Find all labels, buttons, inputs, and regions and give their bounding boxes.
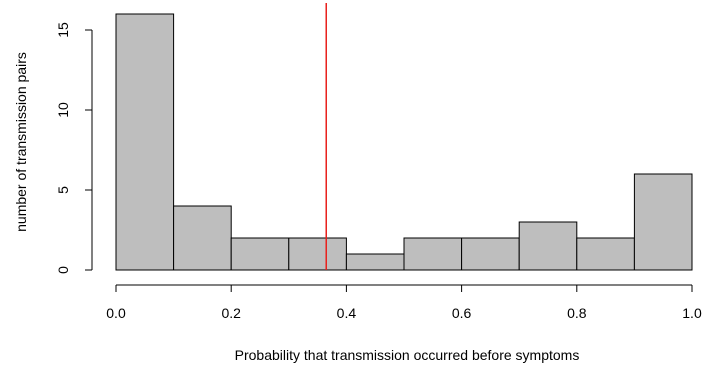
histogram-bar-0 [115,13,175,271]
y-tick-label-2: 10 [55,102,71,118]
histogram-bar-1 [173,205,232,271]
x-tick-label-3: 0.6 [452,305,472,321]
y-tick-label-0: 0 [55,266,71,274]
histogram-bar-9 [633,173,693,271]
histogram-bar-6 [461,237,520,271]
x-tick-label-0: 0.0 [106,305,126,321]
histogram-bar-4 [345,253,405,271]
y-tick-label-3: 15 [55,22,71,38]
histogram-bar-2 [230,237,290,271]
x-tick-label-5: 1.0 [682,305,702,321]
y-axis-title: number of transmission pairs [13,52,29,232]
histogram-bar-7 [518,221,578,271]
y-axis: 0 5 10 15 [55,22,93,274]
y-tick-label-1: 5 [55,186,71,194]
bars-group [115,13,693,271]
x-tick-label-2: 0.4 [337,305,357,321]
x-axis: 0.0 0.2 0.4 0.6 0.8 1.0 [106,284,702,321]
x-tick-label-4: 0.8 [567,305,587,321]
x-tick-label-1: 0.2 [221,305,241,321]
x-axis-title: Probability that transmission occurred b… [235,347,580,363]
histogram-bar-8 [576,237,635,271]
histogram-bar-3 [288,237,347,271]
histogram-bar-5 [403,237,463,271]
